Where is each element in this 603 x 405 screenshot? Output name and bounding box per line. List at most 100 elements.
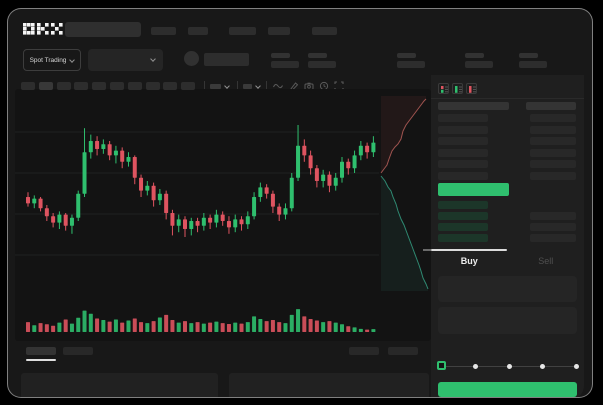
candle [314,168,319,181]
bottom-tab[interactable] [63,347,93,355]
toolbar-button-placeholder[interactable] [181,82,196,90]
candle [245,216,250,225]
toolbar-button-placeholder[interactable] [145,82,160,90]
nav-item-placeholder[interactable] [188,27,208,35]
volume-bar [183,321,187,332]
nav-item-placeholder[interactable] [268,27,290,35]
stat-value-placeholder [397,61,425,68]
orderbook-view-asks-icon[interactable] [466,83,477,94]
coin-icon [184,51,199,66]
bottom-action-placeholder[interactable] [349,347,379,355]
candle [157,193,162,201]
logo-pixel [45,23,49,27]
candle [38,198,43,209]
candle [101,144,106,149]
candle [176,219,181,226]
indicators-dropdown[interactable] [243,81,261,91]
pair-selector-dropdown[interactable] [88,49,163,71]
logo-pixel [59,23,63,27]
candle [358,145,363,156]
toolbar-button-placeholder[interactable] [92,82,107,90]
toolbar-divider [237,81,238,91]
candle [76,193,81,218]
volume-bar [176,322,181,332]
volume-bar [113,319,118,332]
last-price-row[interactable] [438,183,509,196]
toolbar-button-placeholder[interactable] [56,82,71,90]
active-tab-indicator [431,249,507,251]
volume-bar [289,314,294,332]
volume-bar [233,322,238,332]
slider-stop-dot[interactable] [540,364,545,369]
candle [252,197,257,217]
toolbar-button-placeholder[interactable] [74,82,89,90]
slider-stop-dot[interactable] [506,364,512,369]
toolbar-button-placeholder[interactable] [38,82,53,90]
volume-bar [201,323,206,332]
amount-input[interactable] [438,307,577,334]
indicators-placeholder [243,83,252,89]
price-input[interactable] [438,276,577,302]
volume-bar [26,322,30,332]
ask-price-placeholder [438,114,488,122]
candle [132,157,137,178]
logo-pixel [31,31,35,35]
ask-price-placeholder [438,137,488,145]
search-bar[interactable] [65,22,141,37]
candle [164,193,169,213]
logo-pixel [23,31,27,35]
volume-bar [44,324,49,332]
volume-bar [321,322,326,332]
volume-bar [277,322,282,332]
slider-stop-dot[interactable] [573,364,579,369]
candle [308,155,313,169]
volume-bar [57,322,62,332]
market-type-dropdown[interactable]: Spot Trading [23,49,81,71]
candle [214,214,219,223]
nav-item-placeholder[interactable] [312,27,337,35]
orderbook-view-bids-icon[interactable] [452,83,463,94]
fullscreen-icon[interactable] [334,81,344,91]
chevron-down-icon [69,57,76,63]
toolbar-button-placeholder[interactable] [21,82,35,90]
candle [32,198,37,204]
volume-bar [132,318,137,332]
logo-pixel [41,27,45,31]
tab-buy[interactable]: Buy [460,256,478,266]
slider-handle[interactable] [437,361,446,370]
candle [95,141,100,149]
volume-bar [220,323,225,332]
orderbook-view-combined-icon[interactable] [438,83,449,94]
volume-bar [371,329,376,332]
ask-amount-placeholder [530,137,576,145]
logo-pixel [51,31,55,35]
candle [264,187,269,194]
slider-stop-dot[interactable] [473,364,478,369]
order-panel: Buy Sell [431,75,584,397]
logo-pixel [59,31,63,35]
nav-item-placeholder[interactable] [229,27,256,35]
candle [233,219,238,228]
toolbar-button-placeholder[interactable] [110,82,124,90]
timeframe-dropdown[interactable] [210,81,230,91]
volume-bar [365,329,370,332]
toolbar-button-placeholder[interactable] [127,82,142,90]
candle [57,214,62,223]
candle [346,161,351,169]
candle [201,217,206,226]
volume-bar [308,319,313,332]
price-chart[interactable] [15,89,431,341]
logo-pixel [37,31,41,35]
wave-icon[interactable] [273,81,283,91]
nav-item-placeholder[interactable] [151,27,176,35]
volume-bar [126,320,131,332]
volume-bar [270,320,275,332]
tab-sell[interactable]: Sell [538,256,554,266]
bottom-action-placeholder[interactable] [388,347,418,355]
candle [352,155,357,169]
orders-table-placeholder [21,373,218,397]
bottom-tab-active[interactable] [26,347,56,355]
toolbar-button-placeholder[interactable] [163,82,178,90]
buy-submit-button[interactable] [438,382,577,397]
